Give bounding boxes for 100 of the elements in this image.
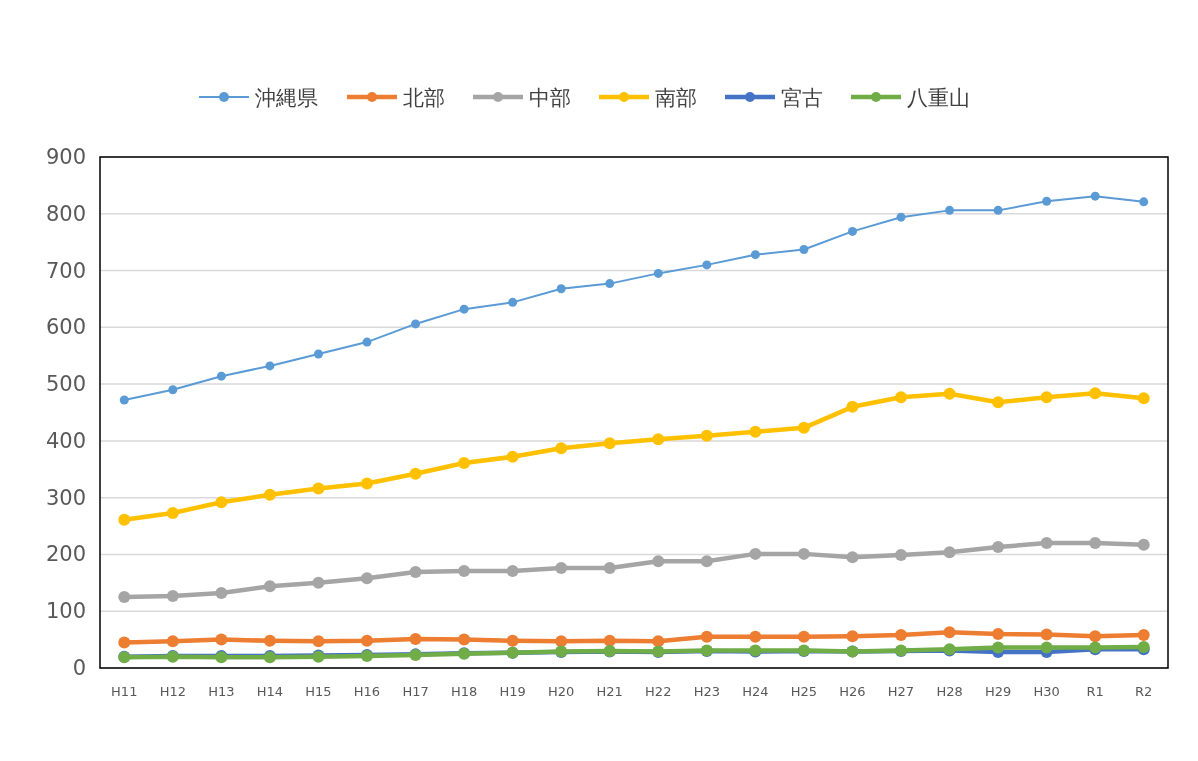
point xyxy=(896,212,906,222)
x-tick-label: H28 xyxy=(936,684,963,699)
point xyxy=(895,549,907,562)
point xyxy=(943,546,956,559)
legend-label: 中部 xyxy=(529,86,571,110)
point xyxy=(992,627,1005,640)
point xyxy=(797,630,810,643)
point xyxy=(361,477,373,490)
point xyxy=(1089,537,1102,550)
point xyxy=(895,629,907,642)
legend-label: 宮古 xyxy=(781,86,823,110)
x-tick-label: H17 xyxy=(402,684,429,699)
y-tick-label: 200 xyxy=(45,542,86,567)
x-tick-label: H19 xyxy=(499,684,526,699)
point xyxy=(992,641,1005,654)
point xyxy=(556,284,566,294)
point xyxy=(263,488,276,501)
point xyxy=(263,634,276,647)
point xyxy=(797,547,810,560)
point xyxy=(119,395,129,405)
y-tick-label: 500 xyxy=(45,372,86,397)
point xyxy=(459,304,469,314)
point xyxy=(1137,629,1150,642)
y-tick-label: 800 xyxy=(45,201,86,226)
x-tick-label: R2 xyxy=(1135,684,1153,699)
x-tick-label: H13 xyxy=(208,684,235,699)
point xyxy=(409,467,422,480)
x-tick-label: H15 xyxy=(305,684,332,699)
point xyxy=(605,279,615,289)
x-tick-label: H23 xyxy=(693,684,720,699)
point xyxy=(312,576,325,589)
point xyxy=(652,555,665,568)
point xyxy=(603,634,616,647)
point xyxy=(168,385,178,395)
y-tick-label: 0 xyxy=(72,656,86,680)
point xyxy=(555,442,568,455)
point xyxy=(263,580,276,593)
point xyxy=(992,541,1005,554)
point xyxy=(749,630,762,643)
point xyxy=(409,633,422,646)
x-tick-label: R1 xyxy=(1086,684,1104,699)
point xyxy=(166,589,179,602)
legend-label: 八重山 xyxy=(907,86,970,110)
point xyxy=(652,635,665,648)
point xyxy=(603,562,616,575)
point xyxy=(1040,628,1053,641)
point xyxy=(361,634,373,647)
point xyxy=(1040,391,1053,404)
point xyxy=(895,391,907,404)
x-tick-label: H27 xyxy=(887,684,915,699)
point xyxy=(1089,630,1102,643)
point xyxy=(362,337,372,347)
point xyxy=(1137,392,1150,405)
x-tick-label: H20 xyxy=(548,684,575,699)
point xyxy=(118,513,131,526)
point xyxy=(749,547,762,560)
point xyxy=(1042,196,1052,206)
point xyxy=(652,433,665,446)
point xyxy=(847,226,857,236)
point xyxy=(603,437,616,450)
point xyxy=(215,633,228,646)
point xyxy=(1137,538,1150,551)
point xyxy=(506,634,519,647)
point xyxy=(313,349,323,359)
point xyxy=(458,457,471,470)
legend-label: 沖縄県 xyxy=(255,86,318,110)
x-tick-label: H24 xyxy=(742,684,769,699)
point xyxy=(846,551,859,564)
point xyxy=(361,572,373,585)
point xyxy=(797,421,810,434)
point xyxy=(409,566,422,579)
point xyxy=(992,396,1005,409)
point xyxy=(1090,191,1100,201)
point xyxy=(265,361,275,371)
x-tick-label: H29 xyxy=(984,684,1012,699)
x-tick-label: H25 xyxy=(790,684,818,699)
point xyxy=(1089,387,1102,400)
point xyxy=(216,371,226,381)
point xyxy=(1040,641,1053,654)
point xyxy=(458,564,471,577)
point xyxy=(458,633,471,646)
point xyxy=(700,630,713,643)
point xyxy=(702,260,712,270)
y-tick-label: 300 xyxy=(45,485,86,510)
point xyxy=(555,635,568,648)
point xyxy=(166,507,179,519)
point xyxy=(506,564,519,577)
point xyxy=(215,496,228,509)
x-tick-label: H14 xyxy=(256,684,284,699)
y-tick-label: 700 xyxy=(45,258,86,283)
x-tick-label: H16 xyxy=(353,684,381,699)
x-tick-label: H26 xyxy=(839,684,866,699)
point xyxy=(943,387,956,400)
y-tick-label: 600 xyxy=(45,315,86,340)
point xyxy=(411,319,421,329)
point xyxy=(749,425,762,438)
point xyxy=(1139,197,1149,207)
legend-label: 南部 xyxy=(655,86,697,110)
point xyxy=(993,205,1003,215)
point xyxy=(943,626,956,639)
